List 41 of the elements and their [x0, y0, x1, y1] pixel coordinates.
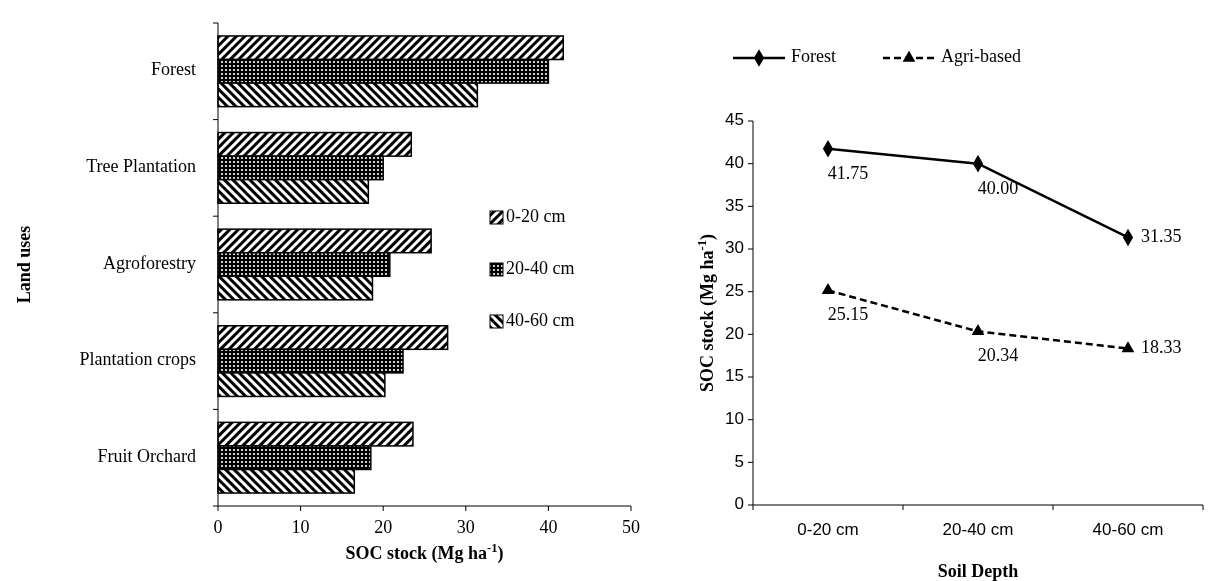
y-tick-label: Plantation crops: [79, 349, 196, 370]
x-axis-title: SOC stock (Mg ha$^{-1}$): [345, 541, 504, 564]
y-tick-label: Forest: [151, 59, 196, 80]
x-tick-label: 20-40 cm: [942, 520, 1014, 539]
data-label: 20.34: [977, 345, 1019, 366]
y-tick-label: Fruit Orchard: [97, 445, 196, 466]
y-axis-title: Land uses: [14, 225, 34, 304]
y-tick-label: 40: [725, 153, 744, 173]
x-tick-label: 20: [374, 517, 393, 537]
y-tick-label: 0: [734, 494, 744, 514]
data-label: 41.75: [827, 162, 869, 183]
data-label: 40.00: [977, 177, 1019, 198]
y-tick-label: 25: [725, 281, 744, 301]
y-tick-label: 20: [725, 323, 744, 343]
x-tick-label: 50: [622, 517, 640, 537]
x-tick-label: 0: [213, 517, 223, 537]
x-tick-label: 30: [456, 517, 475, 537]
legend-label: Agri-based: [941, 46, 1021, 67]
data-label: 25.15: [827, 304, 869, 325]
y-tick-label: 10: [725, 409, 744, 429]
x-tick-label: 0-20 cm: [797, 520, 859, 539]
y-tick-label: 5: [734, 451, 744, 471]
x-tick-label: 40: [539, 517, 558, 537]
legend-label: 0-20 cm: [506, 206, 566, 227]
y-tick-label: Agroforestry: [103, 252, 196, 273]
point: [1121, 341, 1135, 353]
y-tick-label: Tree Plantation: [86, 156, 196, 177]
y-tick-label: 15: [725, 366, 744, 386]
legend-label: 40-60 cm: [506, 310, 575, 331]
y-tick-label: 45: [725, 110, 744, 130]
x-tick-label: 10: [291, 517, 310, 537]
y-tick-label: 35: [725, 195, 744, 215]
x-tick-label: 40-60 cm: [1092, 520, 1164, 539]
y-tick-label: 30: [725, 238, 744, 258]
data-label: 31.35: [1141, 225, 1182, 246]
point: [971, 324, 985, 336]
legend-label: Forest: [791, 46, 836, 67]
legend-label: 20-40 cm: [506, 258, 575, 279]
data-label: 18.33: [1141, 336, 1182, 357]
point: [821, 283, 835, 295]
x-axis-title: Soil Depth: [937, 561, 1019, 581]
